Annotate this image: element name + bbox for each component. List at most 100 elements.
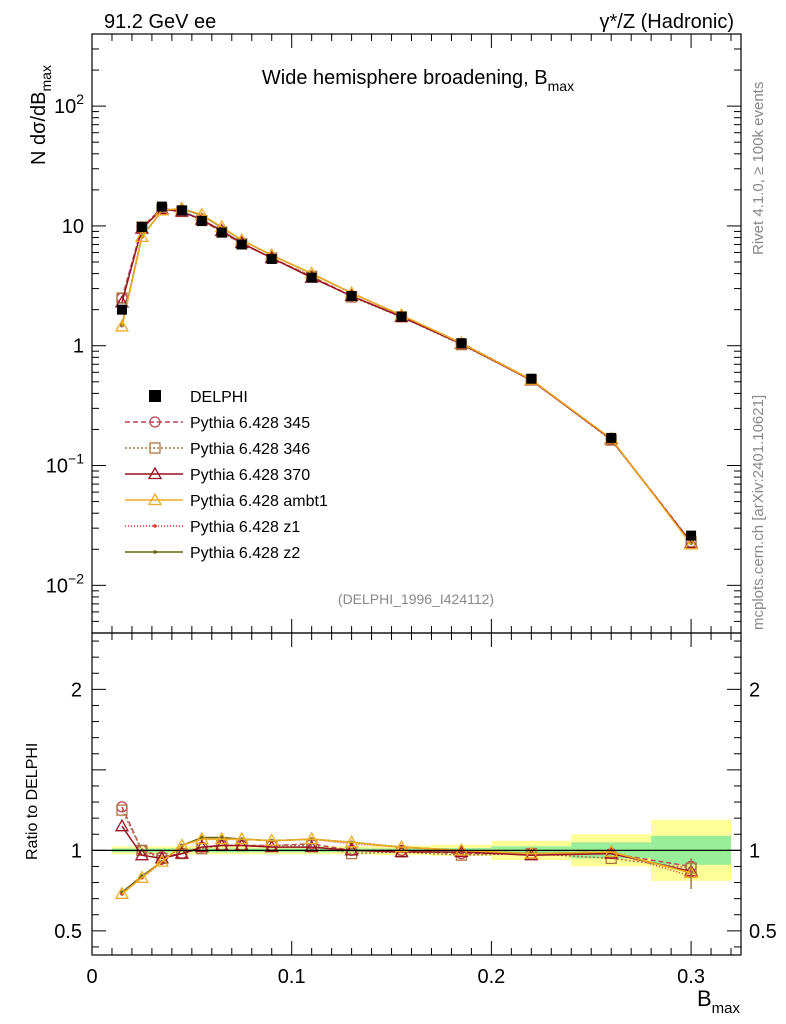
marker-triangle [134, 870, 150, 883]
marker-triangle [194, 831, 209, 845]
data-point [116, 304, 127, 315]
ratio-y-label: Ratio to DELPHI [24, 743, 41, 860]
marker-triangle [114, 886, 130, 899]
marker-triangle [147, 492, 163, 506]
marker-triangle [154, 854, 170, 867]
header-process: γ*/Z (Hadronic) [600, 11, 734, 33]
data-point [346, 291, 357, 302]
marker-triangle [604, 844, 619, 858]
marker-triangle [114, 818, 130, 832]
ratio-frame [91, 632, 742, 956]
main-y-label-sub: max [38, 65, 54, 91]
marker-triangle [683, 536, 699, 550]
data-point [686, 530, 697, 541]
main-y-label: N dσ/dBmax [28, 65, 54, 165]
data-point [266, 253, 277, 264]
data-point [526, 373, 537, 384]
plot-title-sub: max [548, 78, 574, 94]
x-axis-label: Bmax [697, 986, 741, 1017]
legend-label: Pythia 6.428 345 [190, 415, 310, 432]
main-y-tick-label: 10−2 [46, 570, 84, 597]
marker-triangle [154, 851, 170, 864]
marker-triangle [264, 839, 279, 853]
main-y-tick-label: 102 [54, 91, 84, 118]
data-point [196, 215, 207, 226]
marker-triangle [234, 831, 249, 845]
main-y-tick-label-exp: −1 [68, 451, 84, 467]
marker-dot [153, 524, 157, 528]
main-y-tick-label-base: 1 [73, 336, 84, 358]
data-point [456, 338, 467, 349]
analysis-watermark: (DELPHI_1996_I424112) [338, 591, 494, 607]
data-point [606, 432, 617, 443]
x-axis-label-text: B [697, 986, 712, 1011]
main-y-tick-label-base: 10 [46, 575, 68, 597]
data-point [156, 201, 167, 212]
x-axis-label-sub: max [712, 1000, 741, 1017]
main-series-line-0 [121, 207, 692, 543]
ratio-y-tick-label-left: 1 [71, 840, 82, 862]
marker-triangle [214, 831, 229, 845]
marker-triangle [304, 831, 319, 845]
marker-square [149, 442, 161, 454]
x-tick-label: 0.1 [278, 966, 306, 988]
legend-label: DELPHI [190, 389, 248, 406]
legend-label: Pythia 6.428 ambt1 [190, 493, 328, 510]
legend-marker-data [149, 390, 161, 402]
legend: DELPHI Pythia 6.428 345 Pythia 6.428 346 Py… [125, 389, 328, 562]
marker-triangle [344, 843, 359, 856]
marker-square [116, 292, 128, 304]
legend-label: Pythia 6.428 370 [190, 467, 310, 484]
x-tick-label: 0.2 [477, 966, 505, 988]
marker-triangle [264, 833, 279, 846]
x-tick-label: 0.3 [677, 966, 705, 988]
ratio-y-tick-label-left: 0.5 [54, 921, 82, 943]
marker-triangle [454, 843, 469, 856]
marker-triangle [147, 466, 163, 480]
ratio-y-tick-label-right: 2 [749, 679, 760, 701]
main-series-layer [114, 201, 699, 550]
legend-label: Pythia 6.428 346 [190, 441, 310, 458]
plot-title: Wide hemisphere broadening, Bmax [262, 67, 574, 94]
legend-label: Pythia 6.428 z2 [190, 545, 300, 562]
marker-triangle [524, 846, 539, 859]
main-frame [91, 33, 742, 634]
marker-triangle [134, 847, 150, 861]
main-y-tick-label: 10−1 [46, 451, 84, 478]
main-y-tick-label: 1 [73, 336, 84, 358]
data-point [396, 311, 407, 322]
marker-triangle [524, 847, 539, 861]
main-y-tick-label-base: 10 [62, 216, 84, 238]
data-point [236, 239, 247, 250]
marker-square [116, 804, 128, 816]
legend-label: Pythia 6.428 z1 [190, 519, 300, 536]
data-point [216, 227, 227, 238]
main-y-tick-label-exp: 2 [76, 91, 84, 107]
data-point [306, 272, 317, 283]
main-y-tick-label-exp: −2 [68, 570, 84, 586]
marker-circle [149, 416, 161, 428]
main-y-label-text: N dσ/dB [28, 92, 50, 166]
marker-triangle [344, 834, 359, 848]
header-energy: 91.2 GeV ee [104, 11, 216, 33]
marker-triangle [394, 839, 409, 853]
data-point [136, 221, 147, 232]
marker-triangle [304, 839, 319, 853]
marker-triangle [134, 229, 150, 243]
ratio-y-tick-label-right: 0.5 [749, 921, 777, 943]
ratio-series-layer [92, 801, 741, 899]
marker-dot [153, 550, 157, 554]
marker-triangle [174, 846, 189, 859]
ratio-y-tick-label-left: 2 [71, 679, 82, 701]
mcplots-reference-label: mcplots.cern.ch [arXiv:2401.10621] [750, 395, 767, 630]
rivet-version-label: Rivet 4.1.0, ≥ 100k events [750, 82, 767, 255]
data-point [176, 205, 187, 216]
plot-title-main: Wide hemisphere broadening, B [262, 67, 548, 89]
main-y-tick-label-base: 10 [54, 96, 76, 118]
main-y-tick-label-base: 10 [46, 456, 68, 478]
x-tick-label: 0 [86, 966, 97, 988]
marker-triangle [114, 319, 130, 332]
main-y-tick-label: 10 [62, 216, 84, 238]
